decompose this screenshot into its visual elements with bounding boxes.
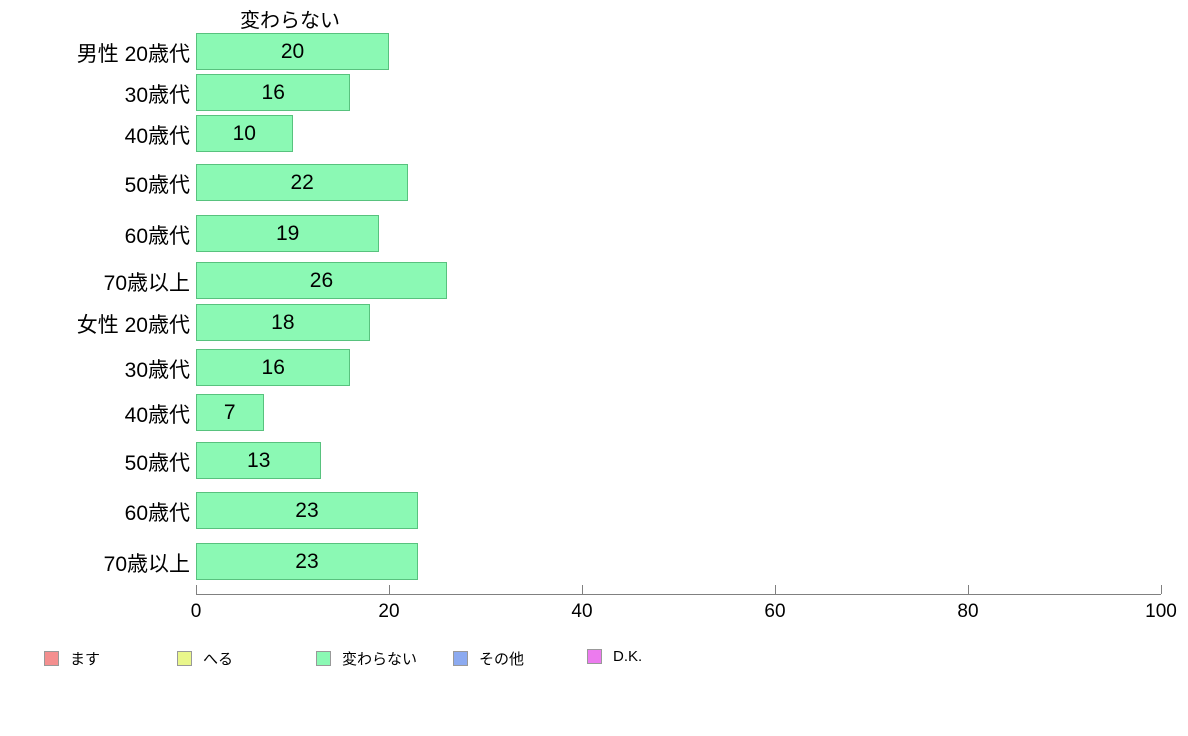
legend-item: 変わらない (316, 648, 417, 669)
x-axis-tick (968, 585, 969, 594)
category-label: 30歳代 (124, 83, 190, 107)
bar: 10 (196, 115, 293, 152)
bar: 16 (196, 74, 351, 111)
x-axis-tick (389, 585, 390, 594)
category-label: 60歳代 (124, 501, 190, 525)
legend-label: ます (70, 651, 101, 668)
bar-value-label: 16 (261, 355, 285, 379)
bar-value-label: 18 (271, 310, 295, 334)
category-label: 女性 20歳代 (76, 313, 190, 337)
bar-value-label: 22 (290, 170, 314, 194)
legend-label: D.K. (613, 648, 643, 665)
bar: 19 (196, 215, 380, 252)
x-axis-tick (1161, 585, 1162, 594)
category-label: 30歳代 (124, 358, 190, 382)
legend-item: その他 (453, 648, 524, 669)
bar: 18 (196, 304, 370, 341)
category-label: 60歳代 (124, 224, 190, 248)
legend-label: 変わらない (342, 651, 418, 668)
bar-value-label: 26 (309, 268, 334, 292)
bar-value-label: 16 (261, 80, 285, 104)
bar: 7 (196, 394, 264, 431)
x-axis-tick (582, 585, 583, 594)
x-axis-tick-label: 40 (571, 601, 593, 622)
category-label: 70歳以上 (103, 552, 190, 576)
legend-swatch (587, 649, 602, 664)
x-axis-tick-label: 20 (378, 601, 400, 622)
x-axis-tick (775, 585, 776, 594)
x-axis-line (196, 594, 1161, 595)
legend-label: へる (203, 651, 234, 668)
bar: 26 (196, 262, 447, 299)
x-axis-tick-label: 80 (957, 601, 979, 622)
bar: 20 (196, 33, 389, 70)
category-label: 男性 20歳代 (76, 42, 190, 66)
bar: 16 (196, 349, 351, 386)
legend-swatch (177, 651, 192, 666)
bar: 23 (196, 492, 418, 529)
bar-value-label: 19 (275, 221, 300, 245)
legend-item: D.K. (587, 648, 642, 665)
bar-value-label: 10 (232, 121, 256, 145)
category-label: 40歳代 (124, 124, 190, 148)
x-axis-tick-label: 0 (190, 601, 202, 622)
bar: 13 (196, 442, 322, 479)
bar-value-label: 7 (223, 400, 236, 424)
category-label: 50歳代 (124, 173, 190, 197)
bar-value-label: 23 (295, 498, 319, 522)
bar-value-label: 13 (247, 448, 271, 472)
bar-value-label: 20 (280, 39, 305, 63)
legend-swatch (316, 651, 331, 666)
x-axis-tick (196, 585, 197, 594)
category-label: 50歳代 (124, 451, 190, 475)
legend-item: ます (44, 648, 100, 669)
x-axis-tick-label: 100 (1145, 601, 1177, 622)
x-axis-tick-label: 60 (764, 601, 786, 622)
category-label: 70歳以上 (103, 271, 190, 295)
bar: 23 (196, 543, 418, 580)
chart-title: 変わらない (240, 10, 340, 32)
legend-label: その他 (479, 651, 525, 668)
category-label: 40歳代 (124, 403, 190, 427)
legend-swatch (453, 651, 468, 666)
bar: 22 (196, 164, 409, 201)
bar-value-label: 23 (295, 549, 319, 573)
legend-swatch (44, 651, 59, 666)
legend-item: へる (177, 648, 233, 669)
